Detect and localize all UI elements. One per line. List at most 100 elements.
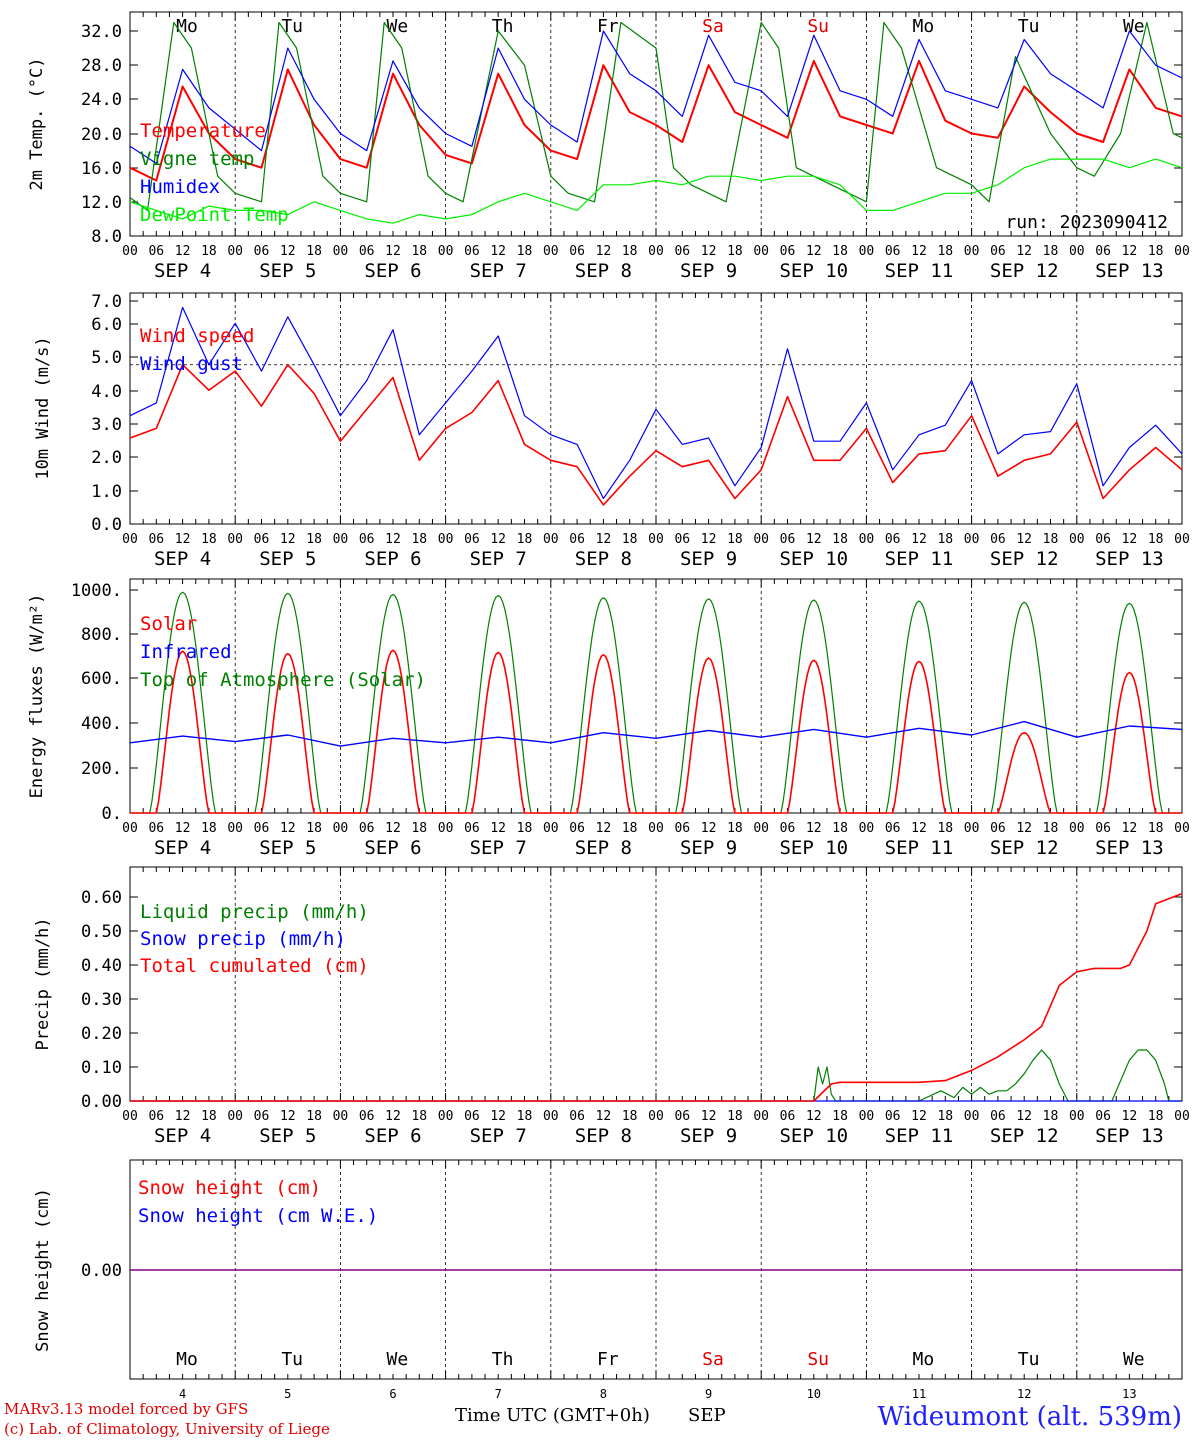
panel-2-hour-label: 12 bbox=[490, 532, 506, 547]
weekday-bottom-label: Mo bbox=[913, 1349, 935, 1370]
panel-2-date-label: SEP 11 bbox=[885, 548, 954, 570]
panel-2-hour-label: 00 bbox=[753, 532, 769, 547]
panel-1-hour-label: 00 bbox=[1069, 244, 1085, 259]
panel-1-hour-label: 06 bbox=[254, 244, 270, 259]
day-number-label: 6 bbox=[389, 1387, 396, 1401]
day-number-label: 5 bbox=[284, 1387, 291, 1401]
panel-4-hour-label: 00 bbox=[122, 1109, 138, 1124]
panel-1-date-label: SEP 8 bbox=[575, 260, 632, 282]
panel-1-hour-label: 18 bbox=[1148, 244, 1164, 259]
panel-4-hour-label: 12 bbox=[490, 1109, 506, 1124]
day-number-label: 13 bbox=[1122, 1387, 1136, 1401]
panel-3-hour-label: 18 bbox=[201, 821, 217, 836]
panel-3-date-label: SEP 7 bbox=[470, 837, 527, 859]
panel-1-ytick-label: 20.0 bbox=[81, 125, 122, 145]
panel-1-hour-label: 06 bbox=[674, 244, 690, 259]
panel-2-hour-label: 00 bbox=[964, 532, 980, 547]
panel-2-hour-label: 00 bbox=[333, 532, 349, 547]
panel-3-ytick-label: 800. bbox=[81, 625, 122, 645]
panel-4-hour-label: 18 bbox=[727, 1109, 743, 1124]
panel-2-hour-label: 00 bbox=[1069, 532, 1085, 547]
weekday-top-label: Fr bbox=[597, 16, 619, 37]
panel-4-date-label: SEP 10 bbox=[779, 1125, 848, 1147]
panel-1-hour-label: 06 bbox=[148, 244, 164, 259]
panel-3-hour-label: 18 bbox=[517, 821, 533, 836]
panel-3-hour-label: 00 bbox=[753, 821, 769, 836]
panel-4-ylabel: Precip (mm/h) bbox=[33, 917, 53, 1050]
panel-1-hour-label: 18 bbox=[517, 244, 533, 259]
panel-4-hour-label: 18 bbox=[1148, 1109, 1164, 1124]
panel-3-hour-label: 18 bbox=[411, 821, 427, 836]
panel-2-hour-label: 12 bbox=[1016, 532, 1032, 547]
weekday-top-label: We bbox=[387, 16, 409, 37]
legend-liquid-precip-mm-h-: Liquid precip (mm/h) bbox=[140, 901, 369, 923]
panel-4-ytick-label: 0.10 bbox=[81, 1058, 122, 1078]
panel-2-hour-label: 18 bbox=[1043, 532, 1059, 547]
panel-2-ytick-label: 0.0 bbox=[91, 515, 122, 535]
panel-4-hour-label: 00 bbox=[543, 1109, 559, 1124]
day-number-label: 12 bbox=[1017, 1387, 1031, 1401]
panel-2-date-label: SEP 5 bbox=[259, 548, 316, 570]
panel-2-ytick-label: 6.0 bbox=[91, 315, 122, 335]
weekday-top-label: Mo bbox=[913, 16, 935, 37]
panel-2-hour-label: 06 bbox=[359, 532, 375, 547]
panel-3-hour-label: 12 bbox=[175, 821, 191, 836]
panel-1-date-label: SEP 11 bbox=[885, 260, 954, 282]
panel-2-hour-label: 12 bbox=[280, 532, 296, 547]
panel-1-hour-label: 06 bbox=[1095, 244, 1111, 259]
panel-3-date-label: SEP 10 bbox=[779, 837, 848, 859]
panel-2-ytick-label: 7.0 bbox=[91, 292, 122, 312]
panel-1-ytick-label: 8.0 bbox=[91, 227, 122, 247]
panel-2-date-label: SEP 7 bbox=[470, 548, 527, 570]
panel-2-hour-label: 00 bbox=[227, 532, 243, 547]
panel-1-hour-label: 06 bbox=[885, 244, 901, 259]
weekday-bottom-label: Su bbox=[807, 1349, 829, 1370]
day-number-label: 10 bbox=[807, 1387, 821, 1401]
panel-1-hour-label: 00 bbox=[1174, 244, 1190, 259]
panel-3-hour-label: 06 bbox=[990, 821, 1006, 836]
weekday-bottom-label: Sa bbox=[702, 1349, 724, 1370]
panel-1-hour-label: 18 bbox=[306, 244, 322, 259]
panel-4-hour-label: 06 bbox=[359, 1109, 375, 1124]
panel-3-hour-label: 00 bbox=[333, 821, 349, 836]
panel-4-hour-label: 06 bbox=[569, 1109, 585, 1124]
panel-3-date-label: SEP 13 bbox=[1095, 837, 1164, 859]
panel-1-hour-label: 00 bbox=[648, 244, 664, 259]
panel-1-hour-label: 06 bbox=[780, 244, 796, 259]
panel-3-hour-label: 00 bbox=[438, 821, 454, 836]
time-axis-label: Time UTC (GMT+0h) bbox=[455, 1405, 650, 1426]
panel-4-hour-label: 18 bbox=[201, 1109, 217, 1124]
panel-3-hour-label: 00 bbox=[122, 821, 138, 836]
day-number-label: 8 bbox=[600, 1387, 607, 1401]
panel-2-hour-label: 00 bbox=[859, 532, 875, 547]
panel-4-hour-label: 06 bbox=[464, 1109, 480, 1124]
panel-4-hour-label: 12 bbox=[1016, 1109, 1032, 1124]
panel-1-hour-label: 00 bbox=[227, 244, 243, 259]
panel-4-date-label: SEP 7 bbox=[470, 1125, 527, 1147]
panel-2-hour-label: 18 bbox=[517, 532, 533, 547]
series-temperature-line bbox=[129, 59, 1183, 182]
panel-4-hour-label: 06 bbox=[885, 1109, 901, 1124]
panel-2-ytick-label: 4.0 bbox=[91, 382, 122, 402]
panel-4-date-label: SEP 4 bbox=[154, 1125, 211, 1147]
panel-4-date-label: SEP 6 bbox=[364, 1125, 421, 1147]
panel-4-hour-label: 06 bbox=[148, 1109, 164, 1124]
weekday-top-label: Tu bbox=[1018, 16, 1040, 37]
panel-3-hour-label: 00 bbox=[964, 821, 980, 836]
panel-1-date-label: SEP 10 bbox=[779, 260, 848, 282]
panel-3-hour-label: 06 bbox=[254, 821, 270, 836]
panel-1-hour-label: 12 bbox=[1016, 244, 1032, 259]
panel-1-hour-label: 00 bbox=[859, 244, 875, 259]
panel-2-hour-label: 12 bbox=[701, 532, 717, 547]
panel-4-ytick-label: 0.60 bbox=[81, 888, 122, 908]
panel-4-hour-label: 18 bbox=[517, 1109, 533, 1124]
panel-3-hour-label: 00 bbox=[543, 821, 559, 836]
panel-2-date-label: SEP 4 bbox=[154, 548, 211, 570]
panel-1-hour-label: 00 bbox=[122, 244, 138, 259]
panel-1-ytick-label: 24.0 bbox=[81, 90, 122, 110]
panel-4-hour-label: 06 bbox=[254, 1109, 270, 1124]
panel-2-hour-label: 18 bbox=[622, 532, 638, 547]
panel-4-hour-label: 00 bbox=[859, 1109, 875, 1124]
panel-3-date-label: SEP 4 bbox=[154, 837, 211, 859]
